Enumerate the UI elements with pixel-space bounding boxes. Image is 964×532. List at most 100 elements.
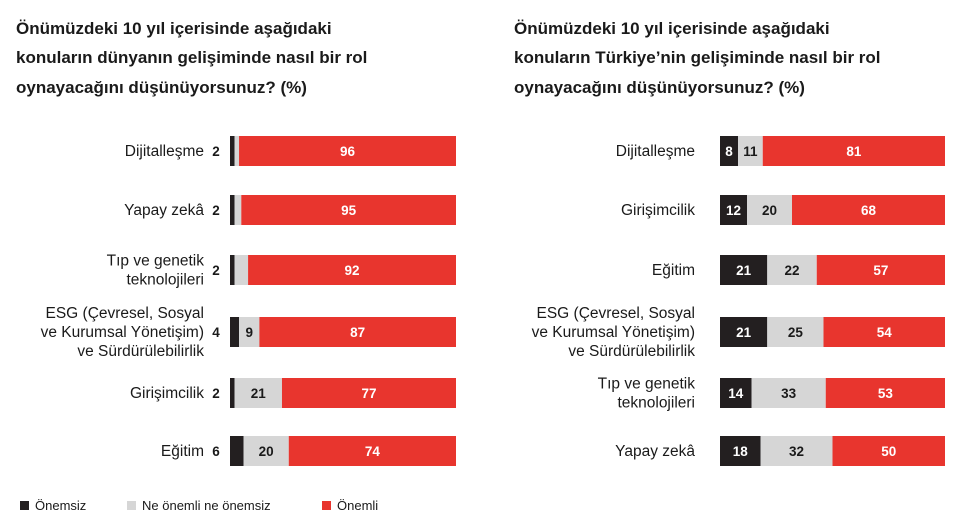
chart-2-title-line: konuların Türkiye’nin gelişiminde nasıl …	[514, 48, 881, 67]
chart-1-bar-önemsiz	[230, 317, 240, 347]
chart-1-category-label: teknolojileri	[126, 272, 204, 289]
chart-2-bar-önemsiz	[720, 378, 752, 408]
chart-1-data-label: 96	[340, 144, 356, 159]
legend-swatch-ne-önemli-ne-önemsiz	[127, 501, 136, 510]
chart-1-bar-önemsiz	[230, 378, 235, 408]
legend-swatch-önemli	[322, 501, 331, 510]
chart-1-data-label: 87	[350, 325, 365, 340]
chart-1-bar-önemli	[281, 378, 456, 408]
chart-1-bar-önemsiz	[230, 136, 235, 166]
chart-2-bar-ne-önemli-ne-önemsiz	[751, 378, 826, 408]
chart-1-bar-önemsiz	[230, 436, 244, 466]
chart-2-category-label: Tıp ve genetik	[598, 376, 696, 393]
chart-2-bar-önemsiz	[720, 136, 738, 166]
chart-2-category-label: ve Kurumsal Yönetişim)	[532, 324, 695, 341]
chart-1-bar-ne-önemli-ne-önemsiz	[234, 378, 282, 408]
chart-2-category-label: ve Sürdürülebilirlik	[568, 343, 695, 360]
chart-1-title-line: Önümüzdeki 10 yıl içerisinde aşağıdaki	[16, 19, 332, 38]
chart-1-bar-ne-önemli-ne-önemsiz	[234, 136, 240, 166]
chart-2-bar-ne-önemli-ne-önemsiz	[760, 436, 833, 466]
chart-1-category-label: Girişimcilik	[130, 385, 204, 402]
chart-2-bar-önemli	[762, 136, 945, 166]
chart-1-data-label: 74	[365, 444, 381, 459]
chart-2-title-line: Önümüzdeki 10 yıl içerisinde aşağıdaki	[514, 19, 830, 38]
chart-1-category-label: ve Sürdürülebilirlik	[77, 343, 204, 360]
chart-2-data-label: 57	[873, 263, 888, 278]
chart-2-data-label: 32	[789, 444, 804, 459]
chart-2-data-label: 53	[878, 386, 894, 401]
chart-2-category-label: teknolojileri	[617, 395, 695, 412]
chart-2-data-label: 81	[846, 144, 862, 159]
chart-2-category-label: ESG (Çevresel, Sosyal	[537, 305, 696, 322]
chart-2-category-label: Dijitalleşme	[616, 143, 695, 160]
chart-1-category-label: Dijitalleşme	[125, 143, 204, 160]
chart-2-data-label: 21	[736, 325, 752, 340]
chart-2-bar-ne-önemli-ne-önemsiz	[767, 317, 824, 347]
chart-1-category-label: ve Kurumsal Yönetişim)	[41, 324, 204, 341]
chart-1-category-label: Yapay zekâ	[124, 202, 204, 219]
chart-1-bar-ne-önemli-ne-önemsiz	[239, 317, 260, 347]
chart-2-bar-ne-önemli-ne-önemsiz	[767, 255, 817, 285]
chart-2-data-label: 25	[788, 325, 804, 340]
chart-2-data-label: 50	[881, 444, 896, 459]
chart-1-data-label: 95	[341, 203, 357, 218]
chart-1-data-label: 2	[212, 203, 220, 218]
chart-1-bar-önemli	[288, 436, 456, 466]
chart-2-data-label: 33	[781, 386, 797, 401]
chart-1-data-label: 4	[212, 325, 220, 340]
chart-2-data-label: 22	[784, 263, 799, 278]
chart-1-bar-önemsiz	[230, 195, 235, 225]
chart-2-category-label: Girişimcilik	[621, 202, 695, 219]
chart-1-data-label: 6	[212, 444, 220, 459]
chart-2-data-label: 54	[877, 325, 893, 340]
chart-2-bar-önemli	[832, 436, 945, 466]
chart-1-data-label: 21	[251, 386, 267, 401]
chart-1-bar-önemli	[248, 255, 456, 285]
chart-2-bar-önemli	[823, 317, 945, 347]
chart-1-category-label: Eğitim	[161, 443, 204, 460]
chart-1-bar-ne-önemli-ne-önemsiz	[243, 436, 289, 466]
chart-1-data-label: 2	[212, 144, 220, 159]
chart-1-bar-ne-önemli-ne-önemsiz	[234, 195, 242, 225]
chart-1-bar-önemsiz	[230, 255, 235, 285]
chart-2-data-label: 12	[726, 203, 741, 218]
chart-1-data-label: 77	[361, 386, 376, 401]
chart-1-data-label: 92	[345, 263, 360, 278]
chart-2-data-label: 14	[728, 386, 744, 401]
chart-1-title-line: konuların dünyanın gelişiminde nasıl bir…	[16, 48, 367, 67]
chart-2-bar-önemli	[792, 195, 945, 225]
chart-2-bar-ne-önemli-ne-önemsiz	[747, 195, 792, 225]
chart-2-data-label: 68	[861, 203, 877, 218]
chart-1-data-label: 20	[259, 444, 274, 459]
chart-2-title-line: oynayacağını düşünüyorsunuz? (%)	[514, 78, 805, 97]
legend-label-önemli: Önemli	[337, 498, 378, 513]
chart-1-bar-önemli	[241, 195, 456, 225]
chart-2-data-label: 8	[725, 144, 733, 159]
legend-swatch-önemsiz	[20, 501, 29, 510]
chart-2-category-label: Eğitim	[652, 262, 695, 279]
chart-1-bar-önemli	[259, 317, 456, 347]
chart-2-data-label: 18	[733, 444, 749, 459]
chart-2-category-label: Yapay zekâ	[615, 443, 695, 460]
chart-2-bar-ne-önemli-ne-önemsiz	[738, 136, 763, 166]
chart-2-bar-önemli	[825, 378, 945, 408]
legend-label-ne-önemli-ne-önemsiz: Ne önemli ne önemsiz	[142, 498, 271, 513]
legend-label-önemsiz: Önemsiz	[35, 498, 86, 513]
chart-1-category-label: ESG (Çevresel, Sosyal	[46, 305, 205, 322]
chart-2-data-label: 20	[762, 203, 777, 218]
chart-2-bar-önemsiz	[720, 436, 761, 466]
chart-2-bar-önemsiz	[720, 255, 768, 285]
chart-2-bar-önemsiz	[720, 195, 747, 225]
chart-1-bar-önemli	[239, 136, 456, 166]
chart-2-data-label: 21	[736, 263, 752, 278]
chart-1-bar-ne-önemli-ne-önemsiz	[234, 255, 249, 285]
chart-2-bar-önemli	[816, 255, 945, 285]
chart-1-title-line: oynayacağını düşünüyorsunuz? (%)	[16, 78, 307, 97]
chart-1-data-label: 2	[212, 386, 220, 401]
chart-2-data-label: 11	[743, 144, 758, 159]
chart-2-bar-önemsiz	[720, 317, 768, 347]
chart-1-data-label: 2	[212, 263, 220, 278]
chart-1-data-label: 9	[245, 325, 253, 340]
chart-1-category-label: Tıp ve genetik	[107, 253, 205, 270]
